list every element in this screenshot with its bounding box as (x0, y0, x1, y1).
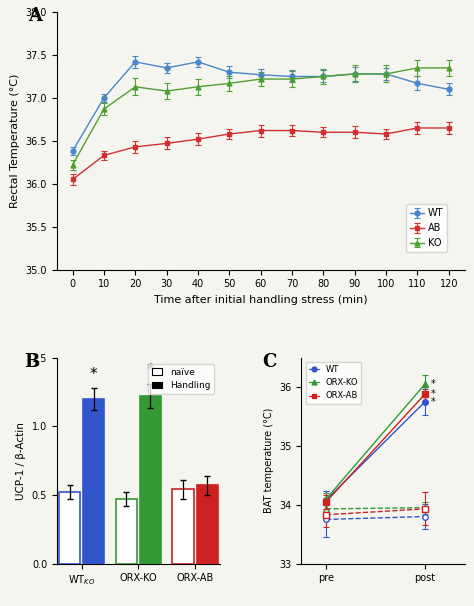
Bar (173, 490, 194, 564)
Y-axis label: BAT temperature (°C): BAT temperature (°C) (264, 408, 274, 513)
Text: *: * (90, 367, 98, 382)
Bar (83, 399, 104, 564)
Text: *: * (431, 389, 436, 399)
X-axis label: Time after initial handling stress (min): Time after initial handling stress (min) (154, 295, 367, 305)
Text: B: B (24, 353, 39, 371)
Bar (116, 499, 137, 564)
Bar (140, 396, 161, 564)
Text: A: A (28, 7, 42, 25)
Text: *: * (431, 397, 436, 407)
Text: C: C (262, 353, 277, 371)
Bar (59, 492, 80, 564)
Y-axis label: UCP-1 / β-Actin: UCP-1 / β-Actin (16, 422, 26, 499)
Text: *: * (146, 363, 154, 378)
Y-axis label: Rectal Temperature (°C): Rectal Temperature (°C) (10, 74, 20, 208)
Bar (197, 485, 218, 564)
Text: *: * (431, 379, 436, 389)
Legend: WT, AB, KO: WT, AB, KO (406, 204, 447, 252)
Legend: naïve, Handling: naïve, Handling (148, 364, 214, 394)
Legend: WT, ORX-KO, ORX-AB: WT, ORX-KO, ORX-AB (306, 362, 362, 404)
